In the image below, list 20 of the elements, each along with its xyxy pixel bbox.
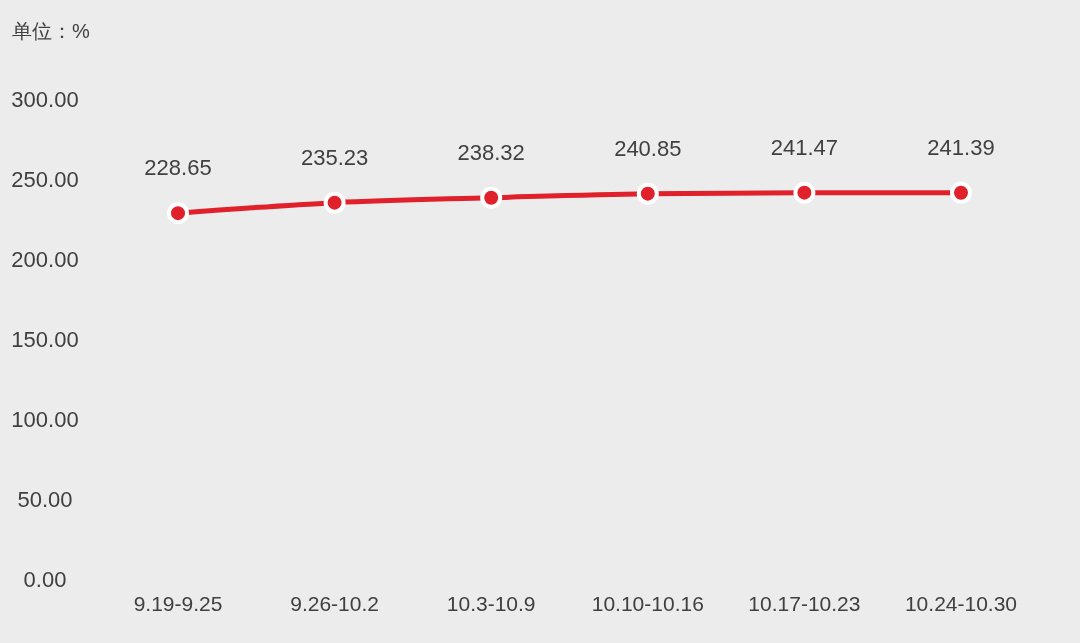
y-tick-label: 0.00 [23, 566, 67, 592]
y-tick-label: 200.00 [11, 246, 79, 272]
x-tick-label: 10.10-10.16 [591, 592, 704, 615]
y-tick-label: 250.00 [11, 166, 79, 192]
y-tick-label: 50.00 [17, 486, 73, 512]
data-label: 241.47 [770, 134, 839, 160]
y-tick-label: 300.00 [11, 86, 79, 112]
data-label: 240.85 [614, 135, 682, 161]
x-tick-label: 10.24-10.30 [904, 592, 1018, 615]
data-label: 241.39 [927, 134, 995, 160]
data-label: 228.65 [144, 155, 212, 181]
x-tick-label: 10.3-10.9 [446, 592, 536, 615]
data-label: 238.32 [457, 139, 525, 165]
data-label: 235.23 [300, 144, 369, 170]
x-tick-label: 9.26-10.2 [290, 592, 379, 615]
x-tick-label: 10.17-10.23 [748, 592, 861, 615]
y-tick-label: 150.00 [11, 326, 79, 352]
x-tick-label: 9.19-9.25 [133, 592, 223, 615]
y-tick-label: 100.00 [11, 406, 79, 432]
y-axis-title: 单位：% [12, 20, 90, 42]
